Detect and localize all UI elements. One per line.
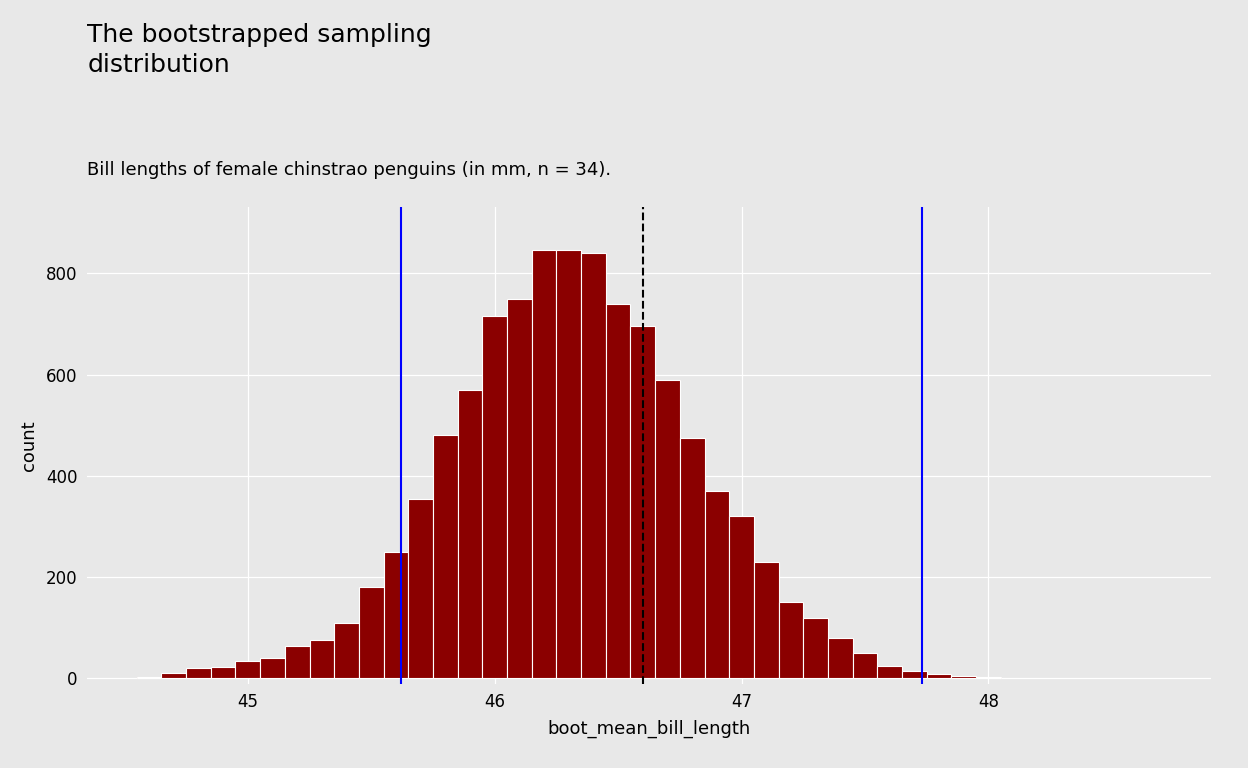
Text: Bill lengths of female chinstrao penguins (in mm, n = 34).: Bill lengths of female chinstrao penguin…	[87, 161, 612, 179]
Y-axis label: count: count	[20, 420, 37, 471]
Bar	[705, 491, 729, 678]
X-axis label: boot_mean_bill_length: boot_mean_bill_length	[548, 720, 750, 738]
Bar	[285, 646, 310, 678]
Bar	[852, 653, 877, 678]
Bar	[532, 250, 557, 678]
Bar	[186, 668, 211, 678]
Bar	[507, 299, 532, 678]
Bar	[630, 326, 655, 678]
Bar	[951, 677, 976, 678]
Bar	[754, 562, 779, 678]
Bar	[605, 303, 630, 678]
Bar	[827, 638, 852, 678]
Bar	[408, 498, 433, 678]
Bar	[927, 674, 951, 678]
Bar	[137, 677, 161, 678]
Bar	[383, 552, 408, 678]
Bar	[260, 658, 285, 678]
Bar	[557, 250, 582, 678]
Bar	[902, 671, 927, 678]
Bar	[211, 667, 236, 678]
Bar	[779, 602, 804, 678]
Bar	[582, 253, 605, 678]
Bar	[334, 623, 359, 678]
Bar	[359, 588, 383, 678]
Text: The bootstrapped sampling
distribution: The bootstrapped sampling distribution	[87, 23, 432, 77]
Bar	[976, 677, 1001, 678]
Bar	[458, 389, 482, 678]
Bar	[310, 641, 334, 678]
Bar	[433, 435, 458, 678]
Bar	[877, 666, 902, 678]
Bar	[161, 674, 186, 678]
Bar	[655, 379, 680, 678]
Bar	[729, 516, 754, 678]
Bar	[680, 438, 705, 678]
Bar	[482, 316, 507, 678]
Bar	[804, 617, 827, 678]
Bar	[236, 660, 260, 678]
